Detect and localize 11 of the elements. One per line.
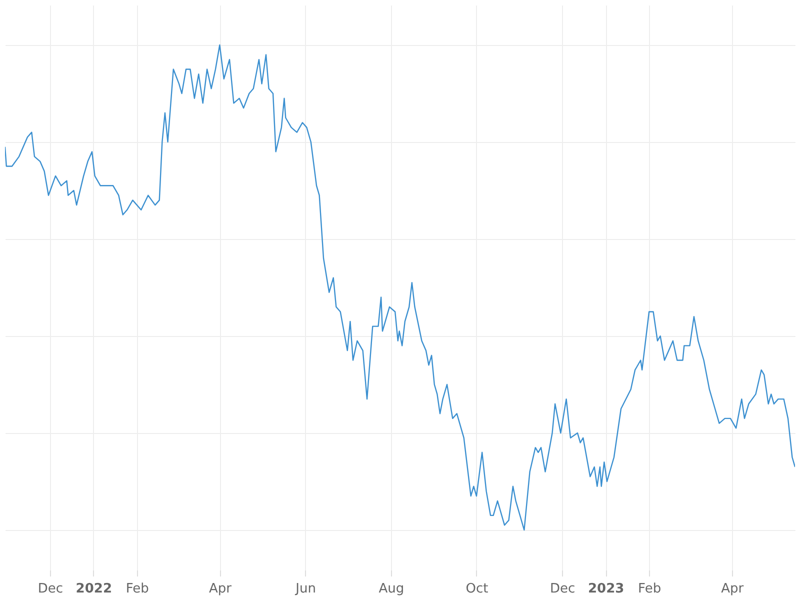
x-tick-label: Aug xyxy=(378,582,404,596)
x-tick-label: 2022 xyxy=(76,582,112,596)
x-tick-label: Jun xyxy=(294,582,316,596)
x-tick-label: Dec xyxy=(550,582,576,596)
x-tick-label: 2023 xyxy=(588,582,624,596)
x-tick-label: Feb xyxy=(126,582,149,596)
x-tick-label: Feb xyxy=(638,582,662,596)
x-tick-label: Dec xyxy=(38,582,63,596)
x-tick-label: Oct xyxy=(466,582,488,596)
x-tick-label: Apr xyxy=(721,582,744,596)
x-tick-label: Apr xyxy=(208,582,232,596)
